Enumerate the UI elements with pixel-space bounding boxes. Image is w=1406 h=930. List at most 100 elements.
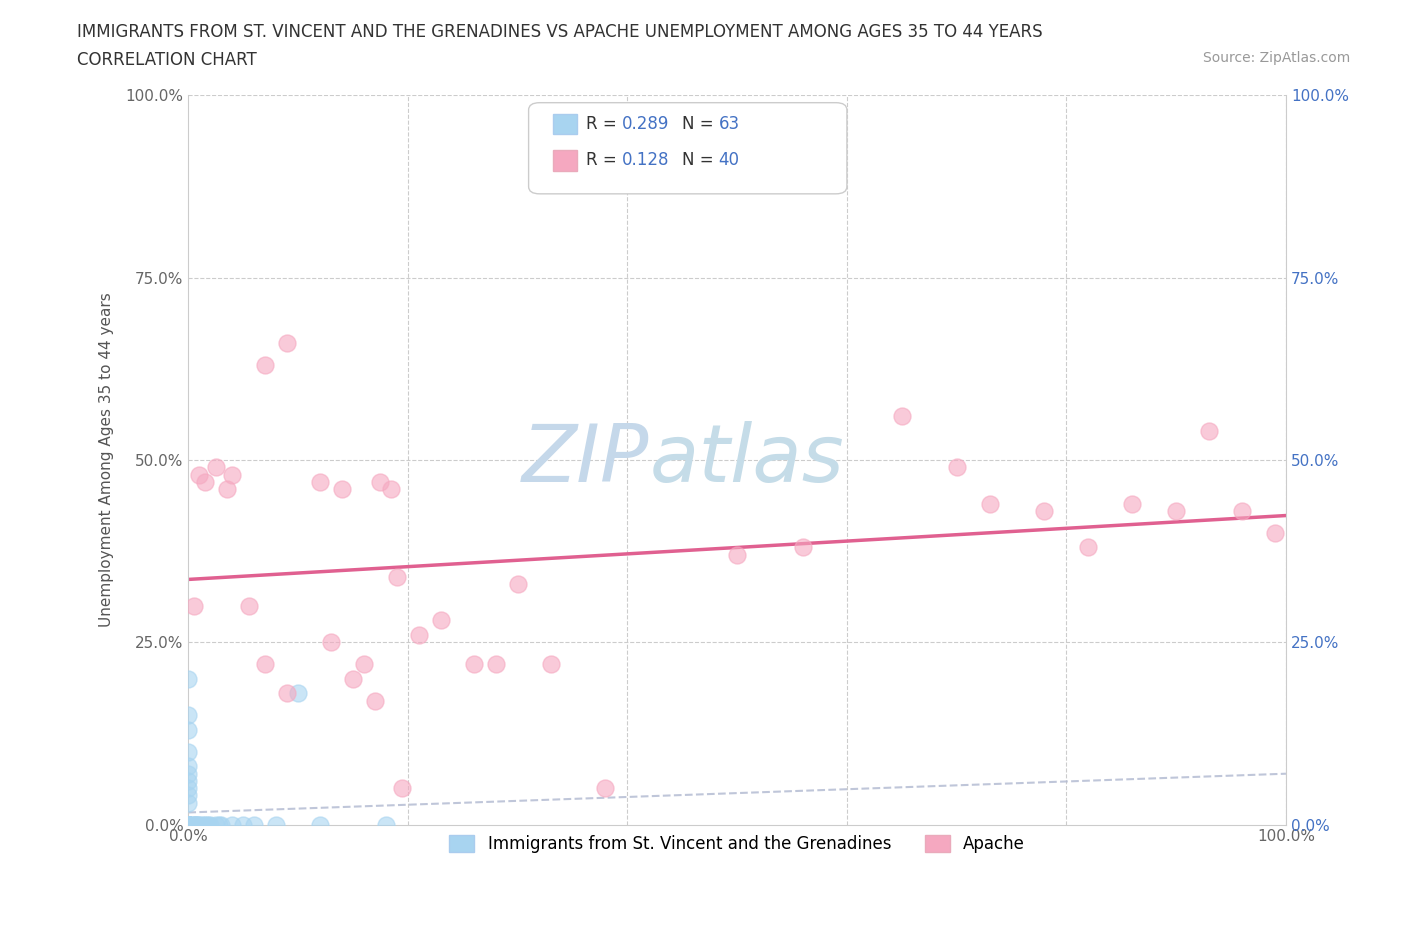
Point <box>190 817 212 832</box>
Text: R =: R = <box>586 114 621 133</box>
Point <box>177 817 200 832</box>
Point <box>194 474 217 489</box>
Point <box>177 774 200 789</box>
Legend: Immigrants from St. Vincent and the Grenadines, Apache: Immigrants from St. Vincent and the Gren… <box>443 829 1032 860</box>
Point <box>725 548 748 563</box>
Point <box>177 817 200 832</box>
Point <box>1033 503 1056 518</box>
Point <box>177 817 200 832</box>
Point <box>183 817 205 832</box>
Point <box>264 817 287 832</box>
Point <box>188 817 211 832</box>
Point <box>792 540 814 555</box>
Point <box>177 759 200 774</box>
Point <box>177 817 200 832</box>
Point <box>177 817 200 832</box>
Point <box>232 817 254 832</box>
Point <box>254 358 277 373</box>
Point <box>177 817 200 832</box>
Point <box>353 657 375 671</box>
Point <box>177 671 200 686</box>
Point <box>177 817 200 832</box>
Point <box>254 657 277 671</box>
Point <box>177 817 200 832</box>
Point <box>177 817 200 832</box>
Point <box>177 817 200 832</box>
Point <box>1121 497 1143 512</box>
Point <box>204 817 226 832</box>
Point <box>374 817 396 832</box>
Point <box>186 817 208 832</box>
Text: 63: 63 <box>718 114 740 133</box>
Point <box>342 671 364 686</box>
Point <box>177 817 200 832</box>
Point <box>184 817 207 832</box>
Text: R =: R = <box>586 152 621 169</box>
Point <box>209 817 232 832</box>
Point <box>1264 525 1286 540</box>
Point <box>194 817 217 832</box>
Point <box>177 817 200 832</box>
Text: 0.128: 0.128 <box>621 152 669 169</box>
Text: 0.289: 0.289 <box>621 114 669 133</box>
Point <box>177 817 200 832</box>
Text: ZIP: ZIP <box>522 421 650 499</box>
Point <box>276 336 298 351</box>
Point <box>177 817 200 832</box>
Point <box>391 780 413 795</box>
Point <box>1166 503 1188 518</box>
Point <box>221 817 243 832</box>
Point <box>463 657 485 671</box>
Point <box>177 817 200 832</box>
Point <box>177 817 200 832</box>
Point <box>1230 503 1253 518</box>
Point <box>208 817 231 832</box>
Point <box>177 817 200 832</box>
Point <box>177 708 200 723</box>
Point <box>370 474 392 489</box>
Point <box>979 497 1001 512</box>
Point <box>177 817 200 832</box>
Point <box>430 613 453 628</box>
Point <box>177 795 200 810</box>
Text: CORRELATION CHART: CORRELATION CHART <box>77 51 257 69</box>
Point <box>364 693 387 708</box>
Point <box>945 459 967 474</box>
Point <box>238 598 260 613</box>
Point <box>184 817 207 832</box>
Point <box>595 780 617 795</box>
Point <box>200 817 222 832</box>
Point <box>319 635 342 650</box>
Point <box>204 459 226 474</box>
Point <box>1077 540 1099 555</box>
Point <box>177 788 200 803</box>
Point <box>177 817 200 832</box>
Point <box>221 467 243 482</box>
Point <box>177 817 200 832</box>
Point <box>181 817 204 832</box>
Point <box>177 723 200 737</box>
Point <box>890 409 912 424</box>
Text: N =: N = <box>682 114 718 133</box>
Point <box>180 817 202 832</box>
Point <box>385 569 408 584</box>
Point <box>177 766 200 781</box>
Point <box>309 817 332 832</box>
Point <box>330 482 353 497</box>
Point <box>485 657 508 671</box>
Point <box>408 628 430 643</box>
Text: Source: ZipAtlas.com: Source: ZipAtlas.com <box>1202 51 1350 65</box>
Point <box>540 657 562 671</box>
Point <box>193 817 215 832</box>
Point <box>177 817 200 832</box>
Point <box>1198 423 1220 438</box>
Text: 40: 40 <box>718 152 740 169</box>
Point <box>243 817 266 832</box>
Point <box>177 744 200 759</box>
Text: N =: N = <box>682 152 718 169</box>
Point <box>276 686 298 701</box>
Point <box>177 817 200 832</box>
Point <box>187 817 209 832</box>
Point <box>183 598 205 613</box>
Point <box>177 817 200 832</box>
